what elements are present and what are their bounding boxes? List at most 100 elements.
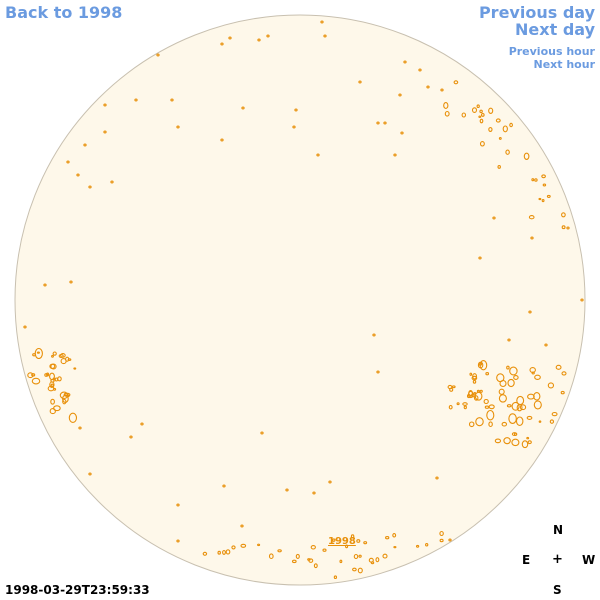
year-marker-label: 1998 bbox=[328, 536, 356, 547]
feature-contour bbox=[509, 366, 518, 376]
feature-contour bbox=[156, 53, 160, 57]
feature-contour bbox=[444, 110, 450, 117]
feature-contour bbox=[375, 557, 380, 563]
feature-contour bbox=[471, 393, 475, 398]
feature-contour bbox=[220, 42, 224, 46]
feature-contour bbox=[456, 402, 460, 406]
feature-contour bbox=[534, 374, 541, 380]
feature-contour bbox=[507, 378, 515, 388]
feature-contour bbox=[468, 421, 475, 428]
solar-disk bbox=[14, 14, 586, 586]
feature-contour bbox=[566, 226, 570, 230]
feature-contour bbox=[526, 436, 530, 440]
feature-contour bbox=[400, 131, 404, 135]
feature-contour bbox=[561, 212, 566, 218]
feature-contour bbox=[541, 199, 545, 203]
feature-contour bbox=[285, 488, 289, 492]
feature-contour bbox=[316, 153, 320, 157]
feature-contour bbox=[393, 545, 397, 549]
feature-contour bbox=[542, 183, 547, 187]
feature-contour bbox=[67, 358, 72, 361]
feature-contour bbox=[240, 543, 247, 548]
feature-contour bbox=[527, 393, 535, 400]
feature-contour bbox=[54, 377, 59, 382]
feature-contour bbox=[435, 476, 439, 480]
feature-contour bbox=[257, 543, 261, 547]
feature-contour bbox=[580, 298, 584, 302]
feature-contour bbox=[488, 404, 495, 410]
feature-contour bbox=[240, 524, 244, 528]
feature-contour bbox=[511, 438, 520, 447]
feature-contour bbox=[527, 440, 532, 445]
feature-contour bbox=[503, 437, 511, 445]
feature-contour bbox=[217, 550, 221, 555]
feature-contour bbox=[477, 361, 484, 369]
feature-contour bbox=[551, 411, 558, 417]
feature-contour bbox=[353, 553, 359, 560]
feature-contour bbox=[66, 160, 70, 164]
feature-contour bbox=[31, 373, 36, 377]
feature-contour bbox=[480, 112, 485, 117]
feature-contour bbox=[176, 539, 180, 543]
feature-contour bbox=[488, 421, 493, 428]
feature-contour bbox=[546, 194, 551, 198]
feature-contour bbox=[497, 164, 501, 169]
feature-contour bbox=[549, 419, 555, 424]
feature-contour bbox=[294, 108, 298, 112]
feature-contour bbox=[476, 104, 480, 109]
feature-contour bbox=[478, 256, 482, 260]
feature-contour bbox=[129, 435, 133, 439]
feature-contour bbox=[49, 408, 56, 415]
feature-contour bbox=[31, 377, 41, 385]
feature-contour bbox=[241, 106, 245, 110]
feature-contour bbox=[225, 549, 231, 555]
feature-contour bbox=[468, 390, 473, 397]
feature-contour bbox=[533, 400, 542, 410]
previous-day-link[interactable]: Previous day bbox=[478, 3, 595, 22]
next-day-link[interactable]: Next day bbox=[515, 20, 595, 39]
feature-contour bbox=[439, 538, 444, 543]
observation-timestamp: 1998-03-29T23:59:33 bbox=[5, 583, 150, 597]
feature-contour bbox=[58, 354, 64, 358]
feature-contour bbox=[222, 484, 226, 488]
feature-contour bbox=[506, 365, 510, 370]
feature-contour bbox=[560, 390, 565, 395]
compass-north-label: N bbox=[553, 523, 564, 537]
feature-contour bbox=[509, 122, 513, 128]
feature-contour bbox=[352, 567, 357, 572]
feature-contour bbox=[530, 236, 534, 240]
previous-hour-link[interactable]: Previous hour bbox=[508, 45, 595, 58]
feature-contour bbox=[268, 553, 274, 560]
feature-contour bbox=[266, 34, 270, 38]
feature-contour bbox=[73, 367, 77, 370]
feature-contour bbox=[277, 549, 282, 553]
feature-contour bbox=[307, 558, 311, 561]
feature-contour bbox=[78, 426, 82, 430]
feature-contour bbox=[356, 539, 361, 543]
feature-contour bbox=[541, 174, 546, 179]
feature-contour bbox=[220, 138, 224, 142]
feature-contour bbox=[443, 102, 449, 109]
feature-contour bbox=[53, 405, 61, 412]
compass-east-label: E bbox=[522, 553, 531, 567]
feature-contour bbox=[521, 440, 529, 449]
back-to-year-link[interactable]: Back to 1998 bbox=[5, 3, 123, 22]
feature-contour bbox=[462, 402, 468, 406]
feature-contour bbox=[50, 398, 55, 405]
feature-contour bbox=[322, 548, 327, 552]
feature-contour bbox=[561, 225, 566, 230]
feature-contour bbox=[312, 491, 316, 495]
next-hour-link[interactable]: Next hour bbox=[533, 58, 596, 71]
feature-contour bbox=[451, 385, 456, 389]
feature-contours bbox=[23, 20, 584, 580]
feature-contour bbox=[385, 536, 390, 540]
feature-contour bbox=[448, 538, 452, 542]
compass-center-mark: + bbox=[552, 552, 563, 567]
feature-contour bbox=[505, 149, 510, 155]
compass-west-label: W bbox=[582, 553, 596, 567]
feature-contour bbox=[44, 373, 49, 377]
feature-contour bbox=[461, 112, 467, 118]
feature-contour bbox=[43, 283, 47, 287]
feature-contour bbox=[110, 180, 114, 184]
